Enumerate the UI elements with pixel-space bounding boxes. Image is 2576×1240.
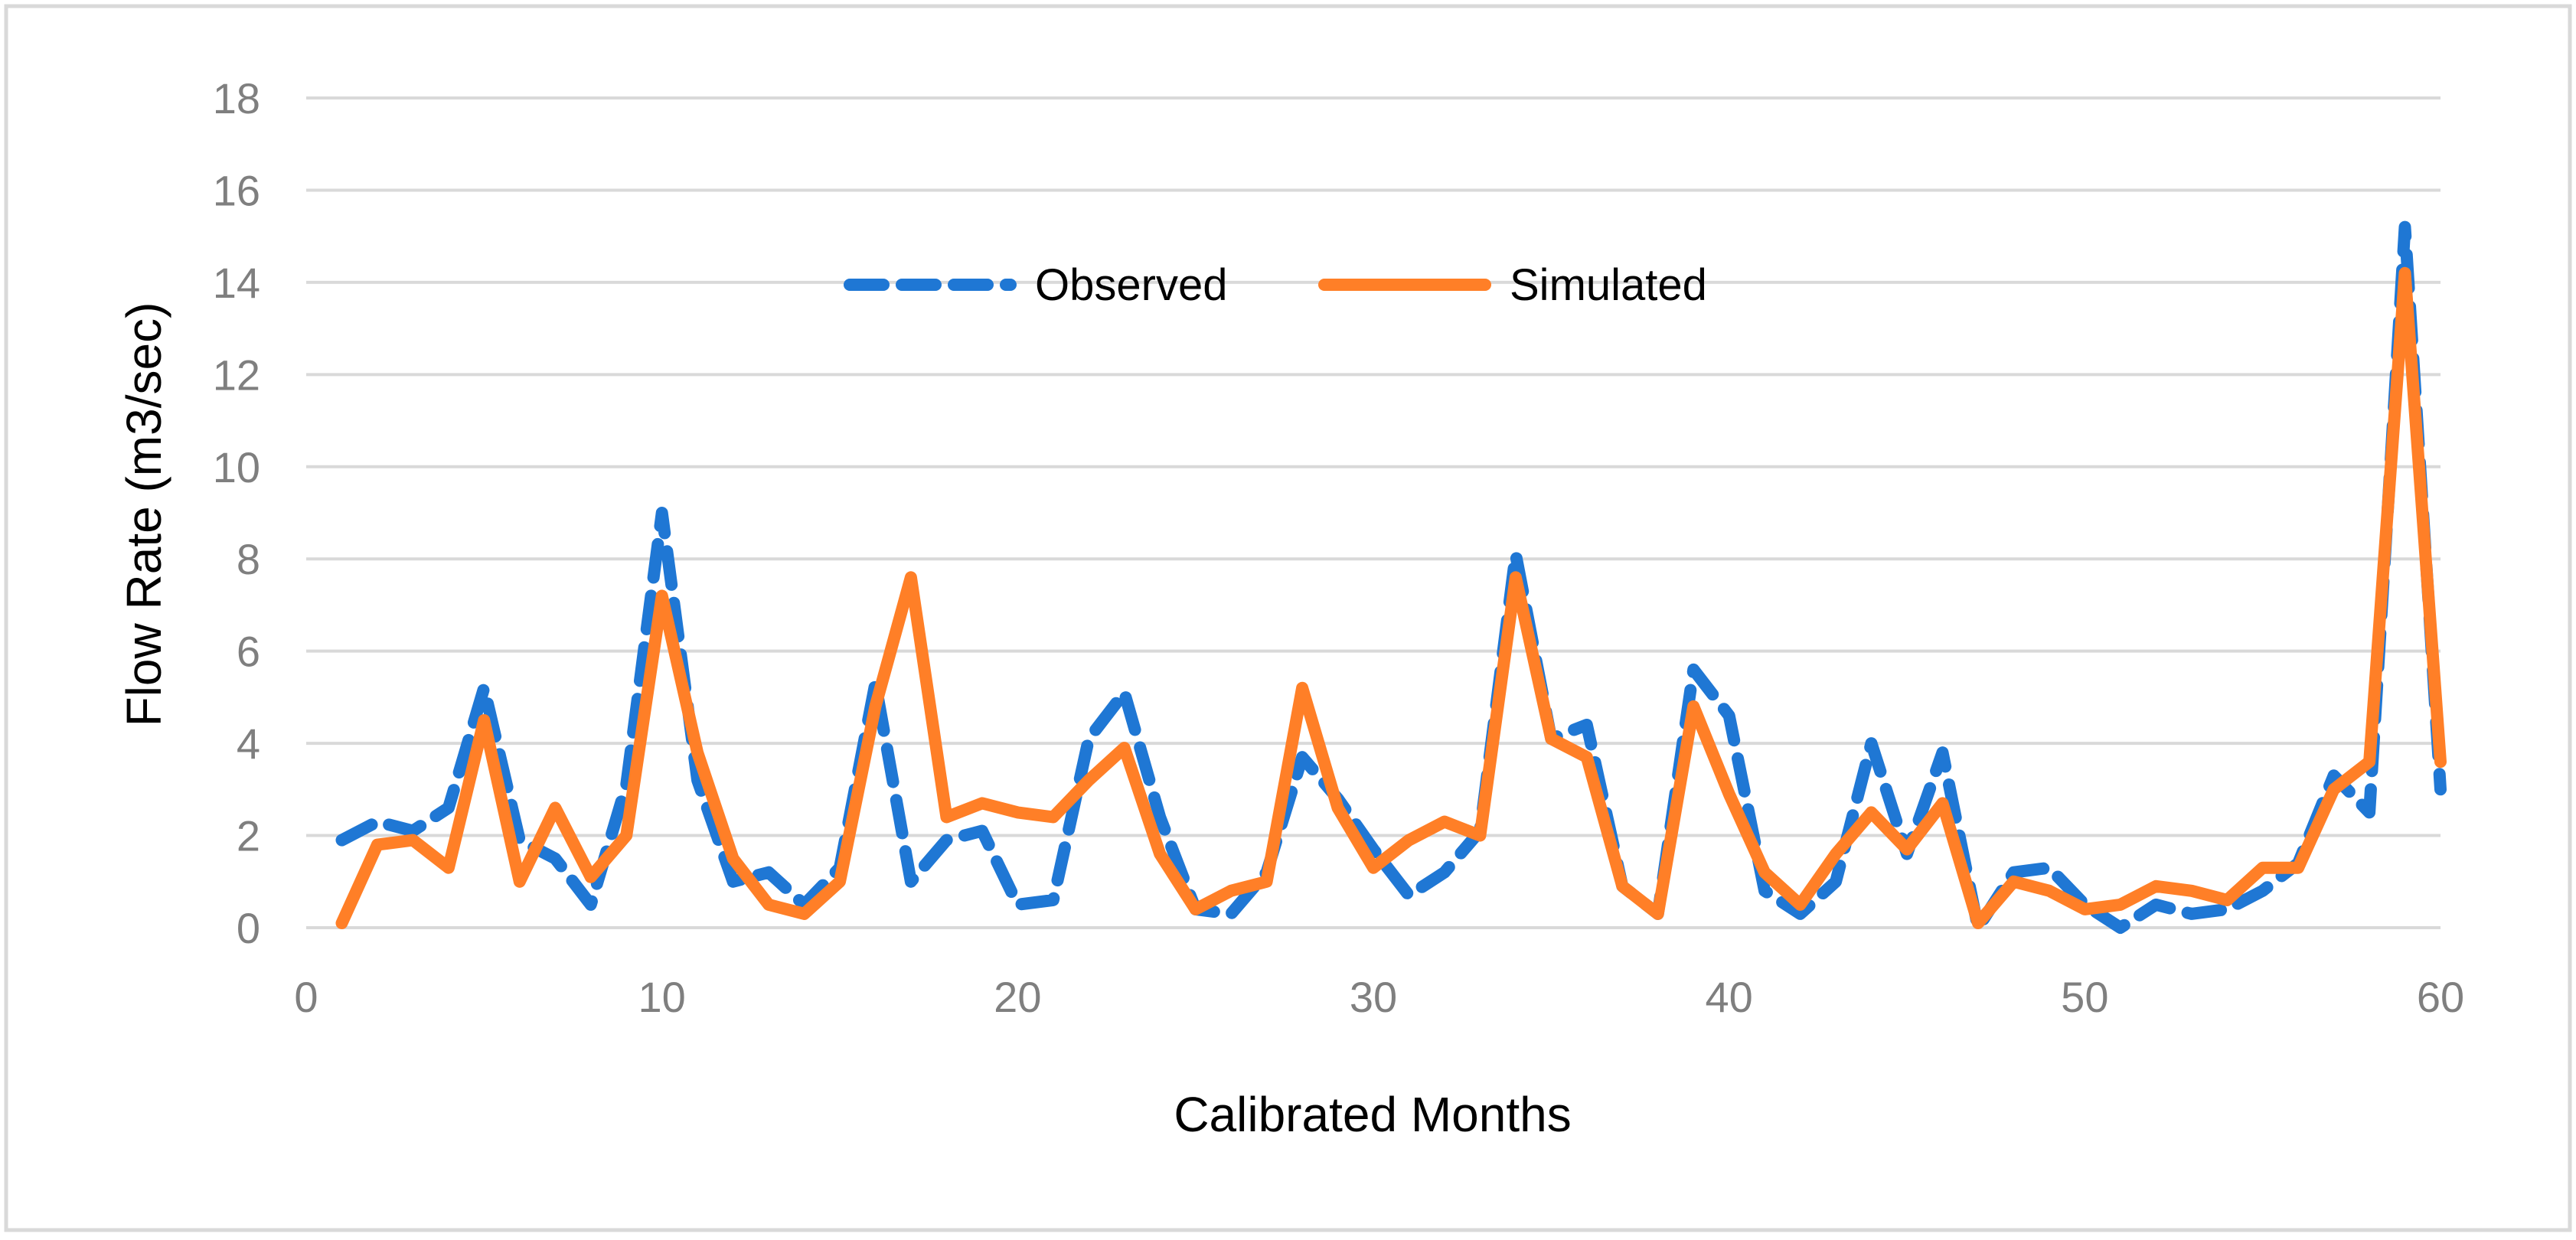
gridlines	[306, 96, 2441, 929]
y-tick-label-18: 18	[213, 74, 260, 122]
y-tick-label-4: 4	[237, 720, 260, 768]
x-tick-label-50: 50	[2061, 973, 2108, 1021]
chart-border	[4, 4, 2572, 1232]
y-axis-title: Flow Rate (m3/sec)	[116, 302, 171, 727]
legend-label-observed: Observed	[1035, 260, 1227, 310]
legend-label-simulated: Simulated	[1510, 260, 1707, 310]
x-tick-label-40: 40	[1706, 973, 1753, 1021]
y-tick-label-2: 2	[237, 812, 260, 860]
tick-labels: 0 2 4 6 8 10 12 14 16 18 0 10 20 30 40 50 60	[213, 74, 2464, 1021]
y-tick-label-6: 6	[237, 628, 260, 676]
y-tick-label-14: 14	[213, 259, 260, 307]
x-tick-label-30: 30	[1350, 973, 1397, 1021]
y-tick-label-16: 16	[213, 166, 260, 214]
x-axis-title: Calibrated Months	[1174, 1087, 1571, 1142]
y-tick-label-8: 8	[237, 535, 260, 583]
series-lines	[335, 220, 2447, 934]
y-tick-label-0: 0	[237, 904, 260, 952]
series-line-simulated	[335, 266, 2447, 929]
y-tick-label-10: 10	[213, 443, 260, 491]
legend: Observed Simulated	[844, 260, 1707, 310]
x-tick-label-10: 10	[638, 973, 686, 1021]
x-tick-label-0: 0	[294, 973, 318, 1021]
y-tick-label-12: 12	[213, 351, 260, 399]
x-tick-label-20: 20	[994, 973, 1041, 1021]
x-tick-label-60: 60	[2417, 973, 2464, 1021]
